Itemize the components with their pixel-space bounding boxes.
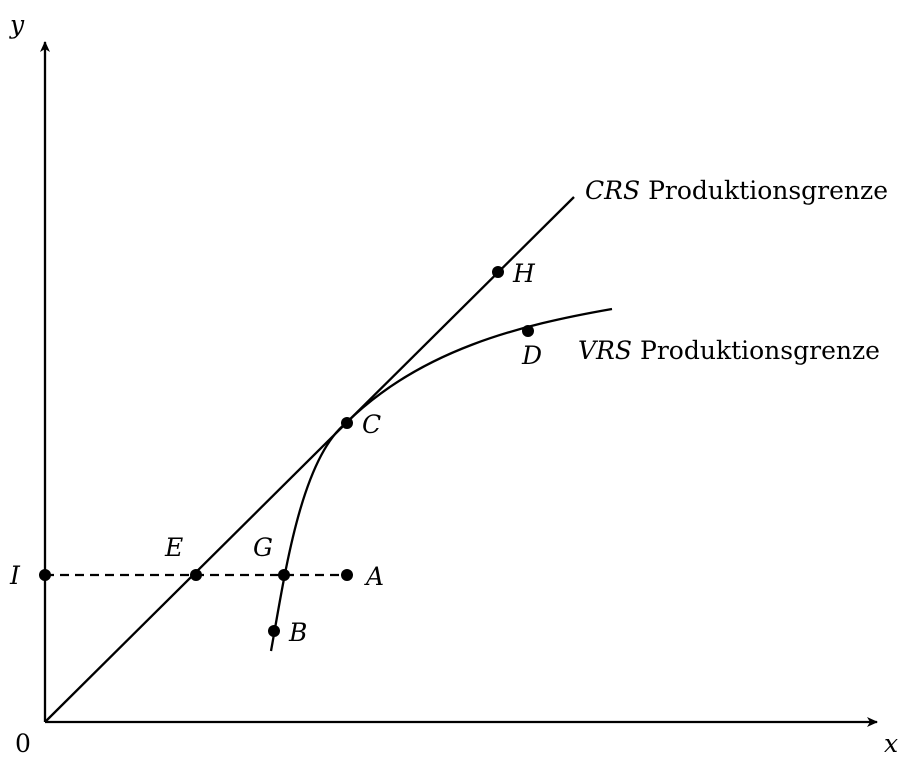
label-a: A xyxy=(364,562,384,591)
label-e: E xyxy=(164,533,183,562)
vrs-frontier-curve xyxy=(269,307,613,652)
label-d: D xyxy=(521,341,542,370)
label-b: B xyxy=(288,618,307,647)
vrs-symbol: VRS xyxy=(578,336,632,365)
point-e xyxy=(190,569,202,581)
x-axis-label: x xyxy=(884,729,898,758)
crs-symbol: CRS xyxy=(585,176,640,205)
point-b xyxy=(268,625,280,637)
label-i: I xyxy=(9,561,21,590)
point-d xyxy=(522,325,534,337)
y-axis-label: y xyxy=(9,10,25,39)
crs-label-text: Produktionsgrenze xyxy=(648,176,888,205)
crs-frontier-label: CRS Produktionsgrenze xyxy=(585,176,888,205)
label-c: C xyxy=(362,410,381,439)
label-h: H xyxy=(512,259,536,288)
label-g: G xyxy=(253,533,273,562)
crs-frontier-line xyxy=(44,196,575,723)
vrs-label-text: Produktionsgrenze xyxy=(640,336,880,365)
origin-label: 0 xyxy=(15,729,31,758)
point-g xyxy=(278,569,290,581)
point-c xyxy=(341,417,353,429)
point-a xyxy=(341,569,353,581)
point-i xyxy=(39,569,51,581)
point-h xyxy=(492,266,504,278)
vrs-frontier-label: VRS Produktionsgrenze xyxy=(578,336,880,365)
